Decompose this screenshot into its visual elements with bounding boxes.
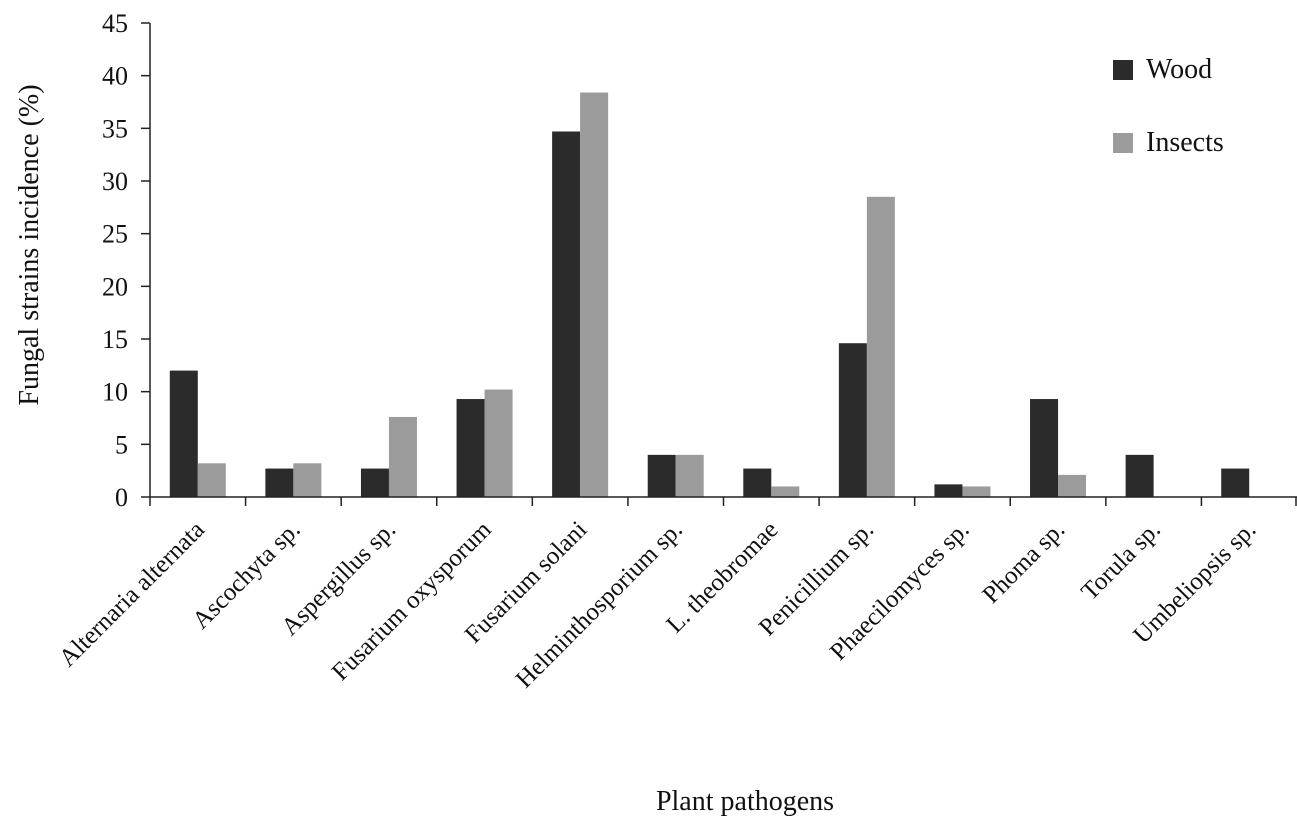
bars bbox=[169, 92, 1250, 498]
x-category-label: Phoma sp. bbox=[978, 516, 1071, 609]
y-tick-label: 25 bbox=[102, 220, 128, 249]
bar-wood-3 bbox=[456, 399, 485, 497]
bar-insects-1 bbox=[293, 463, 322, 497]
bar-wood-2 bbox=[360, 468, 389, 497]
x-category-label: Alternaria alternata bbox=[54, 516, 210, 672]
y-tick-label: 35 bbox=[102, 114, 128, 143]
x-axis-title: Plant pathogens bbox=[656, 786, 834, 817]
bar-wood-5 bbox=[647, 454, 676, 497]
bar-insects-9 bbox=[1058, 474, 1087, 497]
y-tick-label: 15 bbox=[102, 325, 128, 354]
x-category-label: Helminthosporium sp. bbox=[511, 516, 688, 693]
y-tick-label: 5 bbox=[115, 430, 128, 459]
legend-swatch-wood bbox=[1113, 60, 1133, 80]
x-axis-ticks bbox=[149, 497, 1297, 506]
y-tick-label: 0 bbox=[115, 483, 128, 512]
x-category-label: Torula sp. bbox=[1076, 516, 1166, 606]
bar-wood-7 bbox=[838, 343, 867, 497]
y-axis-title: Fungal strains incidence (%) bbox=[14, 84, 45, 405]
bar-insects-2 bbox=[388, 416, 417, 497]
bar-wood-10 bbox=[1125, 454, 1154, 497]
bar-insects-8 bbox=[962, 486, 991, 497]
legend-label-wood: Wood bbox=[1146, 54, 1212, 85]
bar-insects-5 bbox=[675, 454, 704, 497]
bar-insects-4 bbox=[580, 92, 609, 498]
bar-wood-4 bbox=[552, 131, 581, 497]
y-tick-label: 10 bbox=[102, 378, 128, 407]
legend: Wood Insects bbox=[1113, 54, 1224, 158]
bar-insects-6 bbox=[771, 486, 800, 497]
bar-insects-0 bbox=[197, 463, 226, 497]
bar-wood-9 bbox=[1030, 399, 1059, 497]
bar-wood-11 bbox=[1221, 468, 1250, 497]
bar-wood-6 bbox=[743, 468, 772, 497]
legend-swatch-insects bbox=[1113, 133, 1133, 153]
bar-insects-7 bbox=[866, 196, 895, 498]
y-tick-label: 45 bbox=[102, 9, 128, 38]
y-tick-label: 20 bbox=[102, 272, 128, 301]
bar-wood-1 bbox=[265, 468, 294, 497]
bar-wood-8 bbox=[934, 484, 963, 497]
bar-wood-0 bbox=[169, 370, 198, 497]
y-tick-label: 40 bbox=[102, 62, 128, 91]
y-tick-label: 30 bbox=[102, 167, 128, 196]
axes bbox=[149, 23, 1297, 498]
x-category-label: Fusarium oxysporum bbox=[327, 516, 497, 686]
legend-label-insects: Insects bbox=[1146, 127, 1224, 158]
bar-insects-3 bbox=[484, 389, 513, 497]
y-axis-ticks: 0 5 10 15 20 25 30 35 40 45 bbox=[102, 9, 150, 512]
